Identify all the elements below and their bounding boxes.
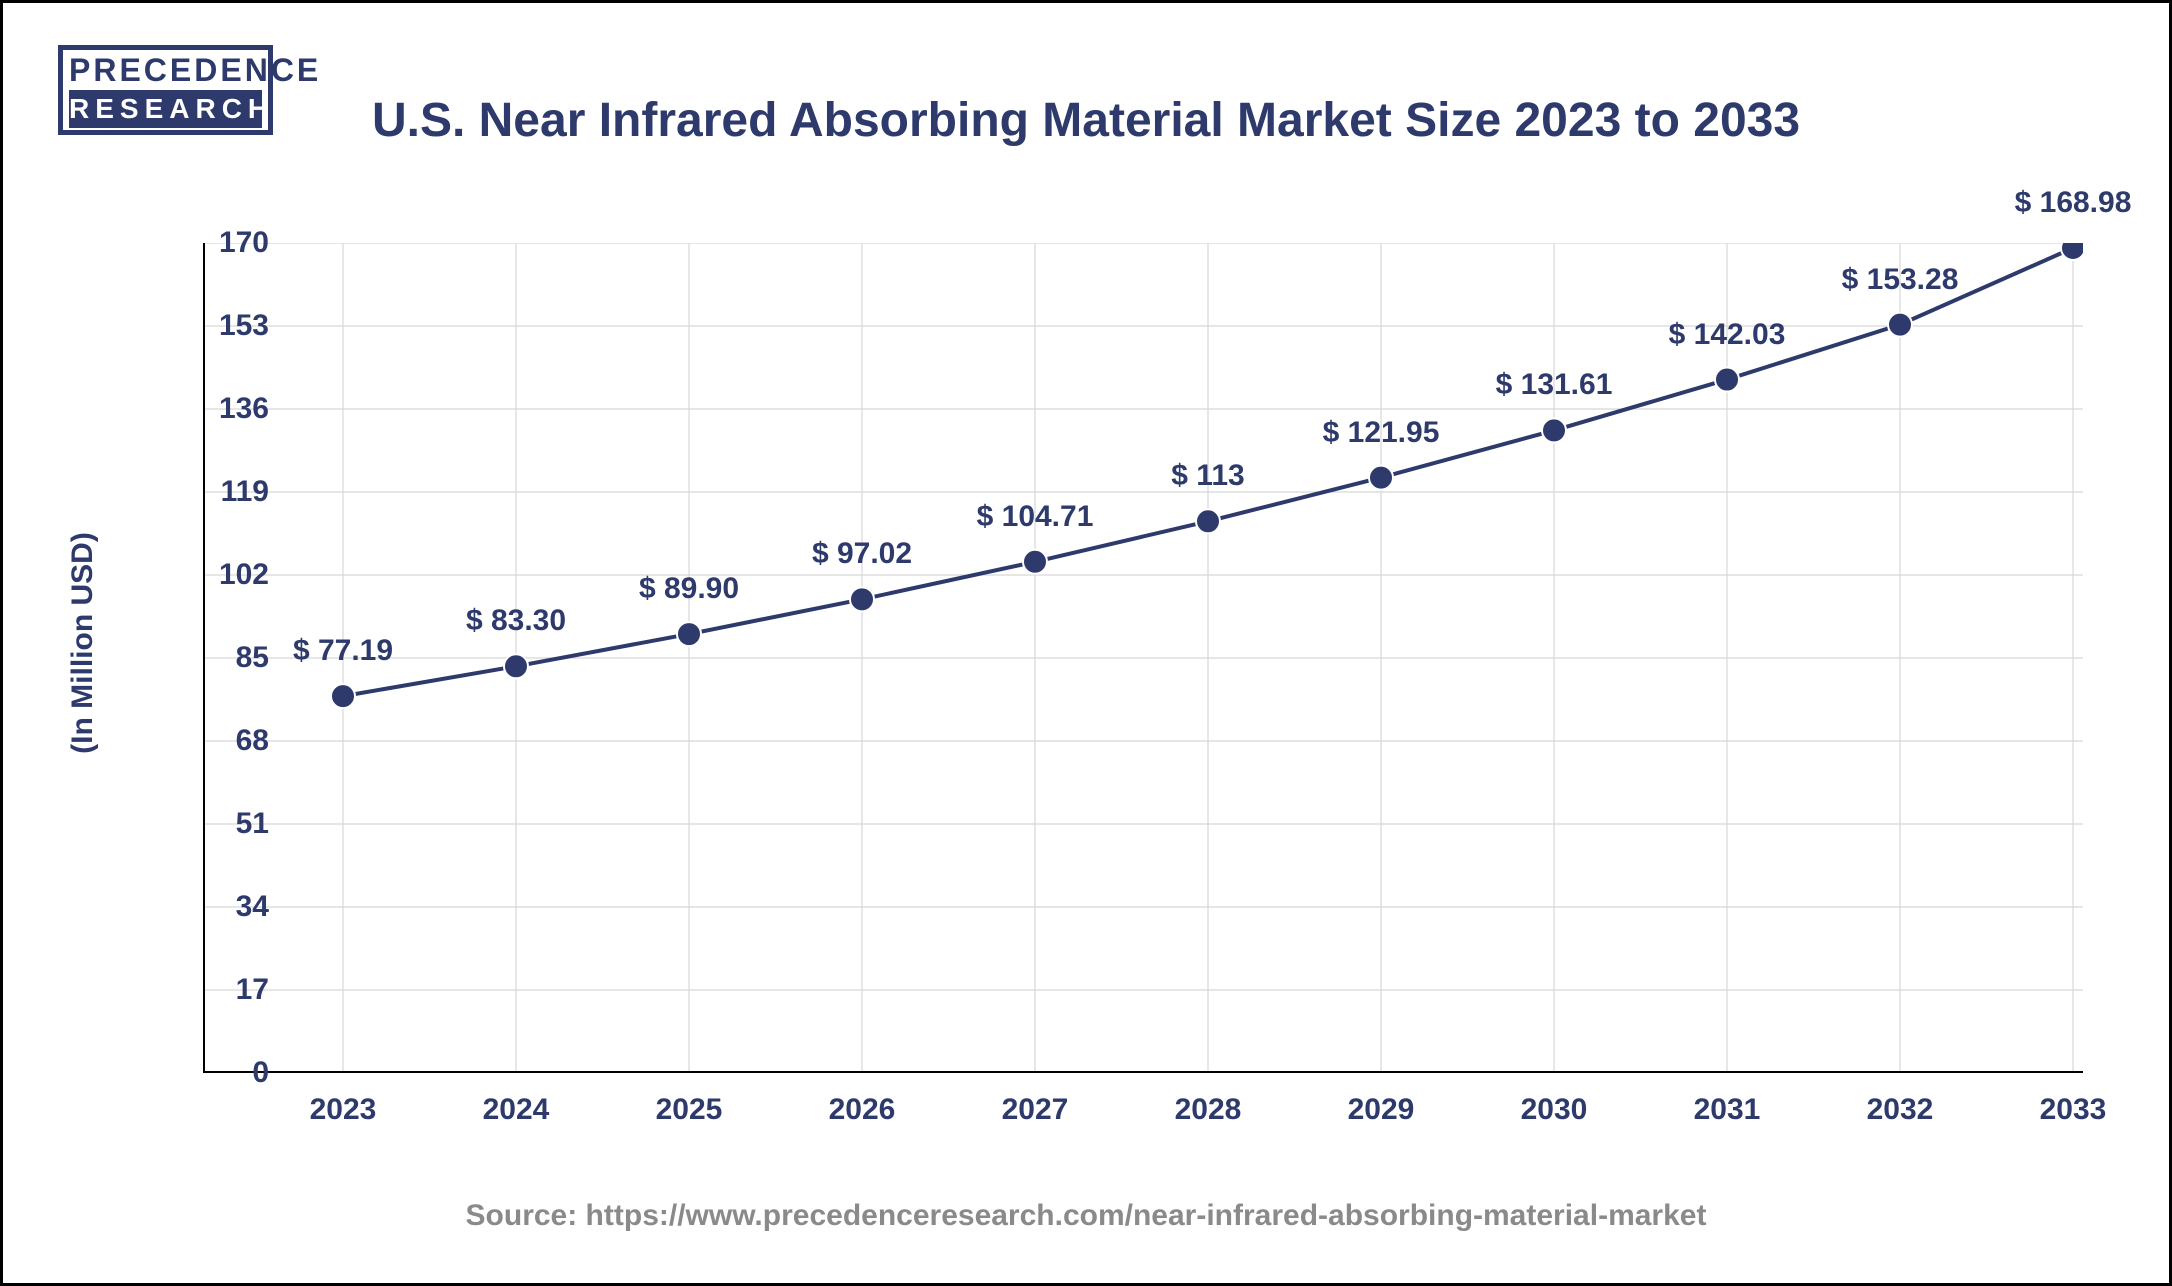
x-tick-label: 2030 — [1521, 1093, 1588, 1127]
chart-container: PRECEDENCE RESEARCH U.S. Near Infrared A… — [0, 0, 2172, 1286]
x-tick-label: 2027 — [1002, 1093, 1069, 1127]
y-tick-label: 119 — [189, 475, 269, 509]
y-tick-label: 170 — [189, 226, 269, 260]
source-citation: Source: https://www.precedenceresearch.c… — [3, 1199, 2169, 1233]
x-tick-label: 2024 — [483, 1093, 550, 1127]
x-tick-label: 2029 — [1348, 1093, 1415, 1127]
data-point-label: $ 153.28 — [1842, 263, 1959, 297]
data-point-label: $ 168.98 — [2015, 186, 2132, 220]
chart-title: U.S. Near Infrared Absorbing Material Ma… — [3, 93, 2169, 148]
y-tick-label: 68 — [189, 724, 269, 758]
data-point-label: $ 131.61 — [1496, 368, 1613, 402]
y-tick-label: 85 — [189, 641, 269, 675]
x-tick-label: 2025 — [656, 1093, 723, 1127]
data-point-label: $ 97.02 — [812, 537, 912, 571]
y-tick-label: 17 — [189, 973, 269, 1007]
x-tick-label: 2026 — [829, 1093, 896, 1127]
x-tick-label: 2032 — [1867, 1093, 1934, 1127]
y-tick-label: 0 — [189, 1056, 269, 1090]
x-tick-label: 2028 — [1175, 1093, 1242, 1127]
chart-plot-area — [203, 243, 2083, 1073]
y-tick-label: 153 — [189, 309, 269, 343]
data-point-label: $ 77.19 — [293, 634, 393, 668]
data-point-label: $ 89.90 — [639, 572, 739, 606]
x-tick-label: 2033 — [2040, 1093, 2107, 1127]
data-point-label: $ 104.71 — [977, 500, 1094, 534]
x-tick-label: 2031 — [1694, 1093, 1761, 1127]
y-axis-label: (In Million USD) — [63, 3, 103, 1283]
y-axis-label-text: (In Million USD) — [66, 532, 100, 754]
y-tick-label: 136 — [189, 392, 269, 426]
y-tick-label: 51 — [189, 807, 269, 841]
data-point-label: $ 121.95 — [1323, 416, 1440, 450]
data-point-label: $ 83.30 — [466, 604, 566, 638]
line-chart-svg — [203, 243, 2083, 1073]
y-tick-label: 34 — [189, 890, 269, 924]
data-point-label: $ 113 — [1171, 459, 1244, 493]
data-point-label: $ 142.03 — [1669, 318, 1786, 352]
x-tick-label: 2023 — [310, 1093, 377, 1127]
y-tick-label: 102 — [189, 558, 269, 592]
